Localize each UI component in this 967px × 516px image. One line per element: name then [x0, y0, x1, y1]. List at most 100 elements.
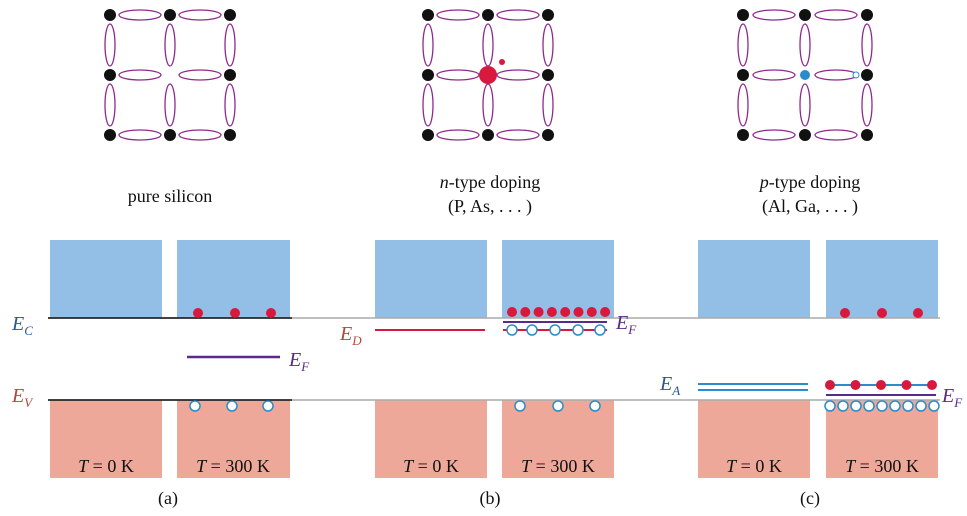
level-label: EA	[659, 373, 680, 398]
atom	[482, 129, 494, 141]
electron	[913, 308, 923, 318]
hole	[825, 401, 835, 411]
shapes	[48, 9, 940, 478]
bond	[437, 10, 479, 20]
hole	[263, 401, 273, 411]
caption-rest: -type doping	[449, 172, 541, 192]
bond	[437, 130, 479, 140]
atom	[224, 129, 236, 141]
temperature-label: T = 300 K	[196, 456, 270, 476]
electron	[547, 307, 557, 317]
level-label: EC	[11, 313, 33, 338]
atom	[799, 9, 811, 21]
electron	[840, 308, 850, 318]
bond	[179, 130, 221, 140]
panel-tag: (b)	[480, 488, 501, 509]
atom	[164, 129, 176, 141]
hole	[553, 401, 563, 411]
level-main: E	[615, 312, 628, 334]
atom	[542, 9, 554, 21]
bond	[225, 24, 235, 66]
atom	[104, 129, 116, 141]
hole	[838, 401, 848, 411]
temperature-label: T = 0 K	[403, 456, 459, 476]
electron	[574, 307, 584, 317]
bond	[119, 10, 161, 20]
bond	[497, 70, 539, 80]
temperature-label: T = 0 K	[78, 456, 134, 476]
electron	[266, 308, 276, 318]
hole	[590, 401, 600, 411]
hole	[916, 401, 926, 411]
hole	[190, 401, 200, 411]
temperature-label: T = 300 K	[521, 456, 595, 476]
bond	[543, 24, 553, 66]
atom	[422, 9, 434, 21]
atom	[799, 129, 811, 141]
level-main: E	[659, 373, 672, 395]
atom	[422, 69, 434, 81]
bond	[105, 24, 115, 66]
level-main: E	[288, 349, 301, 371]
level-label: ED	[339, 323, 362, 348]
subcaption: (Al, Ga, . . . )	[762, 196, 858, 217]
bond	[497, 10, 539, 20]
electron	[600, 307, 610, 317]
bond	[753, 130, 795, 140]
level-sub: D	[351, 333, 362, 348]
bond	[483, 84, 493, 126]
temperature-value: = 0 K	[88, 456, 134, 476]
bond	[753, 10, 795, 20]
hole	[515, 401, 525, 411]
temperature-value: = 300 K	[531, 456, 595, 476]
atom	[737, 129, 749, 141]
level-main: E	[11, 313, 24, 335]
hole	[527, 325, 537, 335]
atom	[542, 69, 554, 81]
bond	[423, 24, 433, 66]
bond	[483, 24, 493, 66]
conduction-band	[698, 240, 810, 318]
hole	[864, 401, 874, 411]
donor-atom	[479, 66, 497, 84]
caption-rest: -type doping	[769, 172, 861, 192]
electron	[851, 380, 861, 390]
electron	[927, 380, 937, 390]
level-sub: F	[953, 395, 963, 410]
conduction-band	[177, 240, 290, 318]
electron	[902, 380, 912, 390]
caption: n-type doping	[440, 172, 541, 192]
bond	[815, 130, 857, 140]
atom	[164, 9, 176, 21]
conduction-band	[375, 240, 487, 318]
bond	[165, 84, 175, 126]
hole	[595, 325, 605, 335]
bond	[862, 24, 872, 66]
caption-italic: n	[440, 172, 449, 192]
hole	[550, 325, 560, 335]
electron	[534, 307, 544, 317]
level-sub: F	[627, 322, 637, 337]
caption: pure silicon	[128, 186, 212, 206]
level-sub: F	[300, 359, 310, 374]
level-main: E	[941, 385, 954, 407]
temperature-label: T = 0 K	[726, 456, 782, 476]
hole	[890, 401, 900, 411]
panel-tag: (c)	[800, 488, 820, 509]
level-sub: A	[671, 383, 680, 398]
bond	[179, 70, 221, 80]
donor-electron	[499, 59, 505, 65]
electron	[230, 308, 240, 318]
temperature-value: = 0 K	[736, 456, 782, 476]
bond	[179, 10, 221, 20]
doping-diagram: pure silicon n-type doping (P, As, . . .…	[0, 0, 967, 516]
electron	[587, 307, 597, 317]
temperature-value: = 0 K	[413, 456, 459, 476]
level-label: EV	[11, 385, 34, 410]
hole	[877, 401, 887, 411]
bond	[815, 10, 857, 20]
level-label: EF	[615, 312, 637, 337]
electron	[507, 307, 517, 317]
conduction-band	[50, 240, 162, 318]
bond	[800, 24, 810, 66]
